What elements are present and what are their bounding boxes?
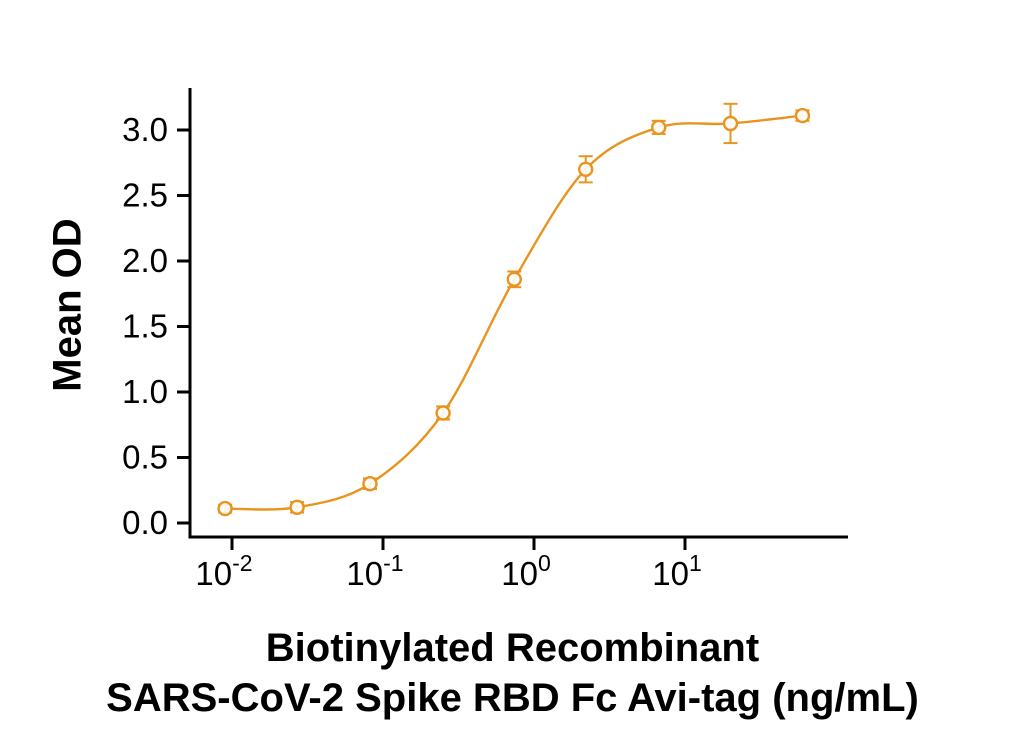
data-point-marker [578,161,594,178]
x-axis-title-line2: SARS-CoV-2 Spike RBD Fc Avi-tag (ng/mL) [106,676,919,720]
svg-text:1.0: 1.0 [122,373,168,410]
data-point-marker [506,271,522,287]
svg-text:0.0: 0.0 [122,504,168,541]
data-point-marker [289,499,305,515]
svg-text:100: 100 [501,550,551,592]
svg-text:10-1: 10-1 [346,550,403,592]
x-axis-title-line1: Biotinylated Recombinant [265,626,760,670]
svg-text:3.0: 3.0 [122,111,168,148]
svg-text:0.5: 0.5 [122,439,168,476]
data-point-marker [362,476,378,492]
data-point-marker [651,119,667,136]
data-point-marker [435,405,451,421]
data-point-marker [722,115,739,132]
svg-text:10-2: 10-2 [195,550,252,592]
svg-text:2.0: 2.0 [122,242,168,279]
svg-text:1.5: 1.5 [122,308,168,345]
data-point-marker [217,500,233,517]
y-axis-title: Mean OD [45,218,90,392]
data-point-marker [794,107,811,124]
svg-text:101: 101 [652,550,702,592]
svg-text:2.5: 2.5 [122,177,168,214]
fit-curve [225,114,803,511]
